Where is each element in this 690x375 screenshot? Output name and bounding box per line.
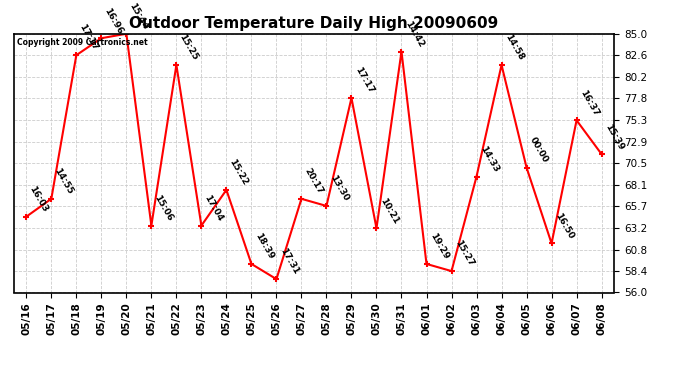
- Text: 14:55: 14:55: [52, 166, 75, 196]
- Text: 15:39: 15:39: [603, 122, 625, 152]
- Text: 15:27: 15:27: [453, 239, 475, 268]
- Text: 16:03: 16:03: [28, 185, 50, 214]
- Text: 15:25: 15:25: [178, 33, 200, 62]
- Title: Outdoor Temperature Daily High 20090609: Outdoor Temperature Daily High 20090609: [129, 16, 499, 31]
- Text: 15:44: 15:44: [128, 2, 150, 31]
- Text: 17:17: 17:17: [78, 23, 100, 53]
- Text: 17:17: 17:17: [353, 66, 375, 95]
- Text: 15:06: 15:06: [152, 194, 175, 223]
- Text: 14:42: 14:42: [403, 19, 425, 49]
- Text: 10:21: 10:21: [378, 196, 400, 225]
- Text: 16:37: 16:37: [578, 88, 600, 117]
- Text: 17:04: 17:04: [203, 194, 225, 223]
- Text: 18:39: 18:39: [253, 232, 275, 261]
- Text: 16:96: 16:96: [103, 6, 125, 35]
- Text: 14:58: 14:58: [503, 33, 525, 62]
- Text: 14:33: 14:33: [478, 144, 500, 174]
- Text: 13:30: 13:30: [328, 174, 350, 203]
- Text: 17:31: 17:31: [278, 247, 300, 276]
- Text: 00:00: 00:00: [528, 136, 550, 165]
- Text: 15:22: 15:22: [228, 158, 250, 187]
- Text: 20:17: 20:17: [303, 167, 325, 196]
- Text: Copyright 2009 Cartronics.net: Copyright 2009 Cartronics.net: [17, 38, 148, 46]
- Text: 16:50: 16:50: [553, 211, 575, 241]
- Text: 19:29: 19:29: [428, 232, 450, 261]
